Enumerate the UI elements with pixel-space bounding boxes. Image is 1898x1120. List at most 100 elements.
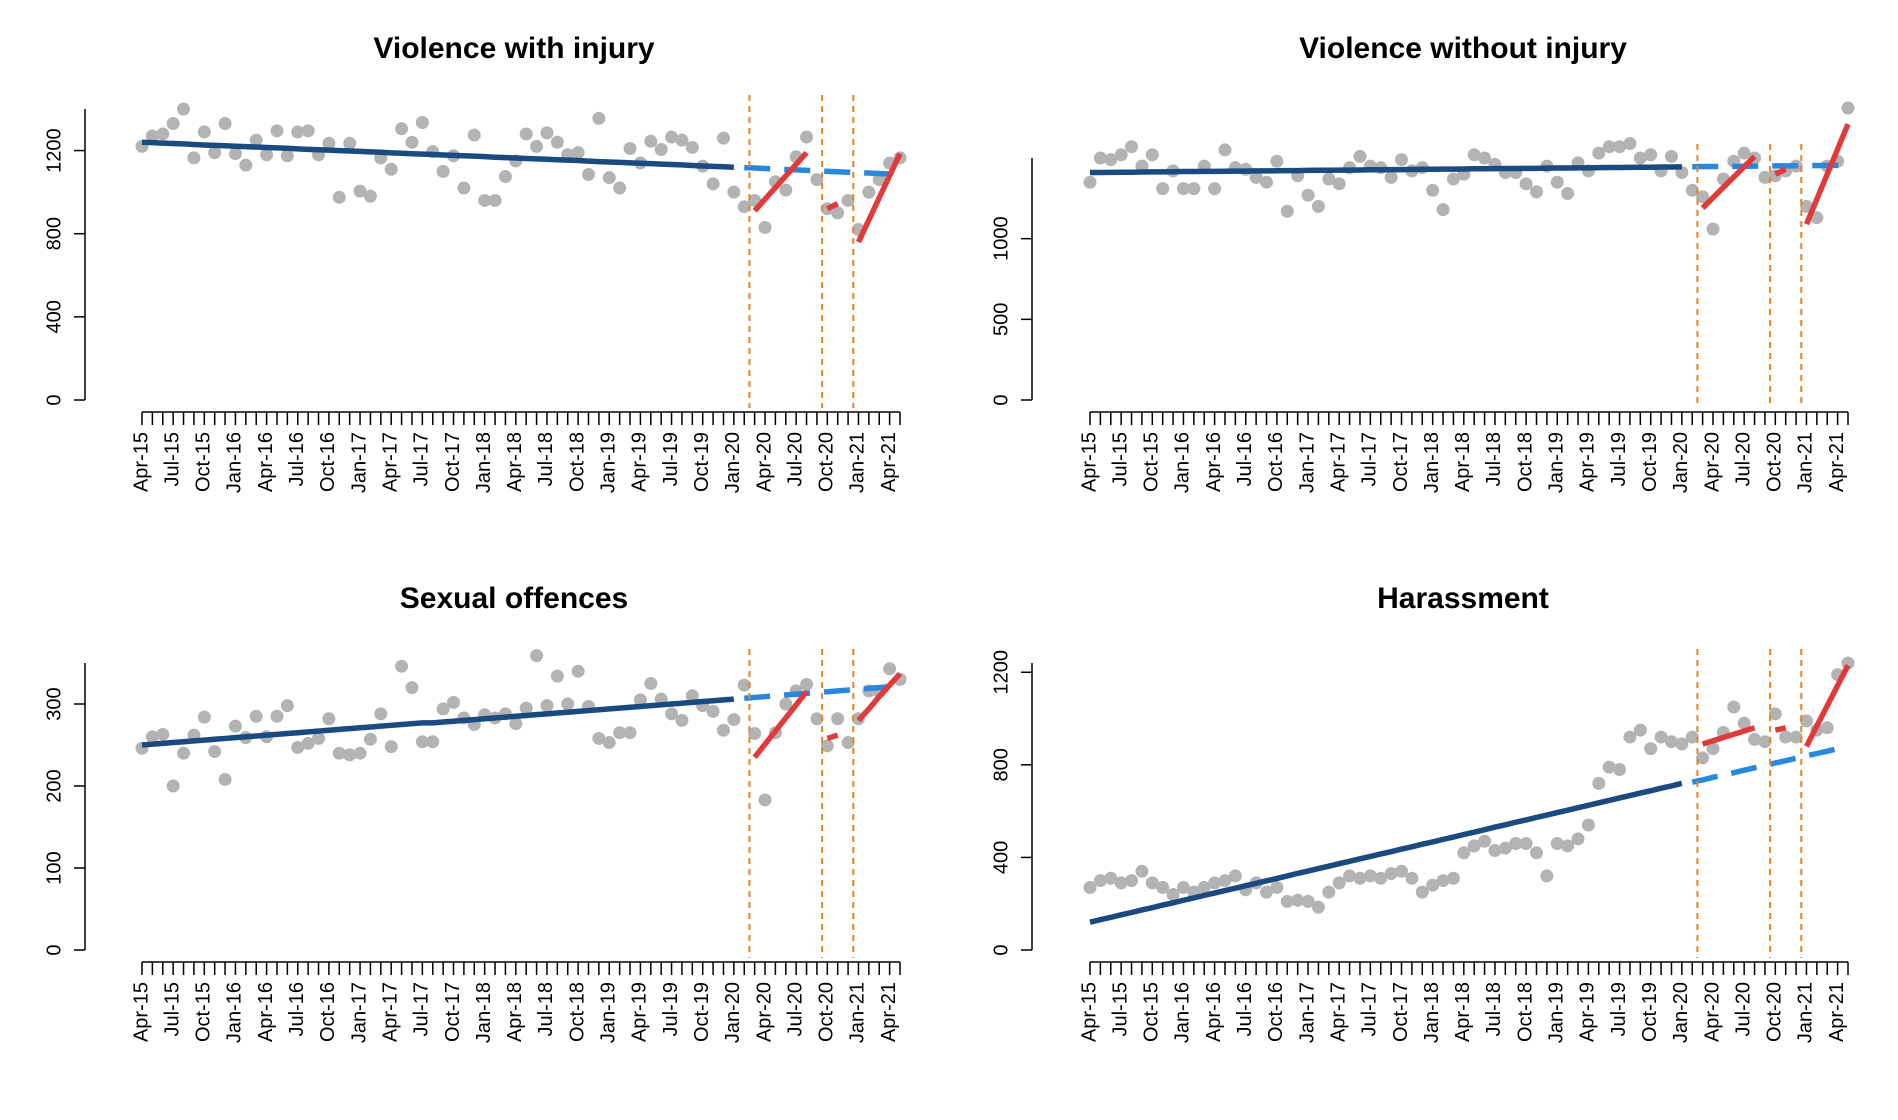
x-tick-label: Jul-18 [535, 982, 557, 1036]
data-point [301, 736, 315, 750]
y-tick-label: 800 [990, 748, 1012, 781]
data-point [1280, 894, 1294, 908]
data-point [197, 710, 211, 724]
data-point [1758, 735, 1772, 749]
data-point [467, 128, 481, 142]
data-point [1467, 839, 1481, 853]
data-point [488, 193, 502, 207]
data-point [322, 712, 336, 726]
data-point [758, 793, 772, 807]
y-tick-label: 800 [43, 217, 65, 250]
data-point [218, 117, 232, 131]
x-tick-label: Jul-18 [1483, 982, 1505, 1036]
data-point [519, 701, 533, 715]
x-tick-label: Apr-16 [1203, 982, 1225, 1042]
x-tick-label: Jan-16 [1172, 982, 1194, 1043]
x-tick-label: Oct-16 [317, 982, 339, 1042]
data-point [1613, 762, 1627, 776]
data-point [291, 125, 305, 139]
data-point [156, 727, 170, 741]
data-point [1322, 172, 1336, 186]
x-tick-label: Jan-17 [348, 982, 370, 1043]
x-tick-label: Jul-20 [1732, 982, 1754, 1036]
data-point [1311, 900, 1325, 914]
data-point [1789, 730, 1803, 744]
data-point [1446, 871, 1460, 885]
data-point [1093, 874, 1107, 888]
data-point [1644, 742, 1658, 756]
data-point [1540, 869, 1554, 883]
x-tick-label: Oct-15 [193, 982, 215, 1042]
data-point [322, 136, 336, 150]
x-tick-label: Oct-15 [193, 432, 215, 492]
data-point [841, 193, 855, 207]
x-tick-label: Jul-20 [784, 432, 806, 486]
data-point [654, 143, 668, 157]
data-point [1519, 177, 1533, 191]
x-tick-label: Oct-18 [1514, 982, 1536, 1042]
x-tick-label: Oct-19 [691, 982, 713, 1042]
x-tick-label: Apr-16 [255, 982, 277, 1042]
data-point [343, 136, 357, 150]
panel: Violence without injury 0 500 1000 Apr-15 Jul… [990, 32, 1855, 493]
x-tick-label: Jan-18 [473, 432, 495, 493]
chart-title: Harassment [1377, 582, 1549, 615]
data-point [353, 184, 367, 198]
data-point [1602, 760, 1616, 774]
chart-title: Violence without injury [1299, 32, 1627, 65]
x-tick-label: Apr-15 [130, 982, 152, 1042]
x-tick-label: Oct-20 [816, 982, 838, 1042]
x-tick-label: Apr-19 [629, 982, 651, 1042]
data-point [727, 185, 741, 199]
data-point [1799, 714, 1813, 728]
x-tick-label: Jan-19 [598, 432, 620, 493]
data-point [1654, 730, 1668, 744]
data-point [1125, 140, 1139, 154]
data-point [1675, 737, 1689, 751]
data-point [1332, 177, 1346, 191]
data-point [530, 649, 544, 663]
x-tick-label: Apr-17 [379, 982, 401, 1042]
projection-line [1692, 162, 1849, 170]
trend-line [1700, 154, 1757, 210]
data-point [1623, 730, 1637, 744]
data-point [644, 677, 658, 690]
data-point [1696, 751, 1710, 765]
data-point [800, 130, 814, 144]
data-point [592, 731, 606, 745]
data-point [1176, 881, 1190, 895]
x-tick-label: Jul-15 [1109, 432, 1131, 486]
x-tick-label: Oct-19 [1639, 982, 1661, 1042]
data-point [758, 220, 772, 234]
trend-line [1774, 166, 1787, 177]
data-point [384, 162, 398, 176]
x-tick-label: Oct-19 [1639, 432, 1661, 492]
data-point [1176, 182, 1190, 196]
x-tick-label: Oct-16 [1265, 982, 1287, 1042]
data-point [1841, 101, 1855, 115]
data-point [530, 139, 544, 153]
data-point [228, 719, 242, 733]
x-tick-label: Apr-17 [1327, 432, 1349, 492]
data-point [779, 183, 793, 197]
x-tick-label: Jul-20 [784, 982, 806, 1036]
x-tick-label: Jan-21 [1795, 432, 1817, 493]
data-point [1145, 876, 1159, 890]
data-point [1644, 148, 1658, 162]
data-point [1509, 837, 1523, 851]
data-point [613, 726, 627, 740]
data-point [291, 740, 305, 754]
data-point [1685, 730, 1699, 744]
data-point [1260, 885, 1274, 899]
data-point [706, 177, 720, 191]
data-point [166, 117, 180, 131]
x-tick-label: Apr-16 [1203, 432, 1225, 492]
x-tick-label: Oct-20 [1764, 982, 1786, 1042]
data-point [623, 141, 637, 155]
data-point [1529, 846, 1543, 860]
data-point [1581, 818, 1595, 832]
data-point [384, 740, 398, 754]
y-tick-label: 200 [43, 769, 65, 802]
x-tick-label: Apr-19 [1577, 432, 1599, 492]
